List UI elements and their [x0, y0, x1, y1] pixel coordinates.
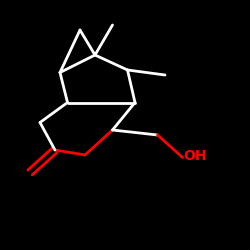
Text: OH: OH [184, 149, 207, 163]
